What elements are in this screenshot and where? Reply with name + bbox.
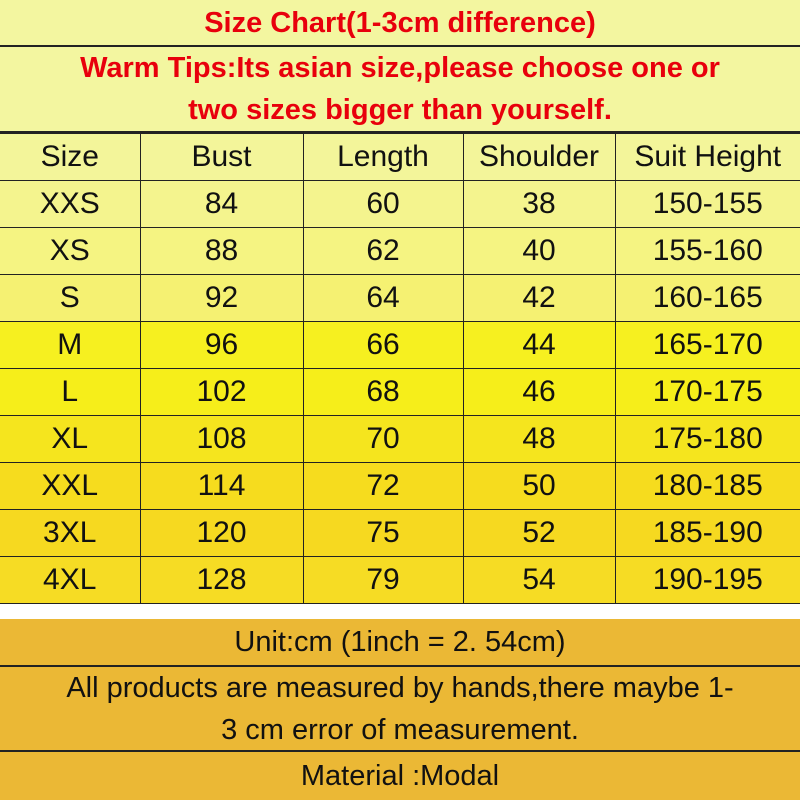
- cell-suit-height: 155-160: [614, 227, 800, 275]
- size-table: Size Bust Length Shoulder Suit Height XX…: [0, 133, 800, 604]
- cell-shoulder: 40: [462, 227, 616, 275]
- cell-bust: 128: [139, 556, 304, 604]
- cell-shoulder: 48: [462, 415, 616, 463]
- chart-title: Size Chart(1-3cm difference): [0, 0, 800, 47]
- cell-shoulder: 44: [462, 321, 616, 369]
- table-row: L 102 68 46 170-175: [0, 368, 800, 416]
- table-row: 3XL 120 75 52 185-190: [0, 509, 800, 557]
- cell-length: 79: [302, 556, 464, 604]
- table-header-row: Size Bust Length Shoulder Suit Height: [0, 133, 800, 181]
- cell-shoulder: 42: [462, 274, 616, 322]
- cell-bust: 96: [139, 321, 304, 369]
- cell-size: XS: [0, 227, 141, 275]
- cell-suit-height: 170-175: [614, 368, 800, 416]
- table-row: XL 108 70 48 175-180: [0, 415, 800, 463]
- cell-length: 72: [302, 462, 464, 510]
- cell-bust: 92: [139, 274, 304, 322]
- cell-bust: 88: [139, 227, 304, 275]
- cell-size: S: [0, 274, 141, 322]
- cell-length: 70: [302, 415, 464, 463]
- cell-size: XXL: [0, 462, 141, 510]
- cell-length: 68: [302, 368, 464, 416]
- cell-shoulder: 54: [462, 556, 616, 604]
- measurement-note-line-2: 3 cm error of measurement.: [221, 713, 579, 746]
- cell-suit-height: 160-165: [614, 274, 800, 322]
- cell-length: 60: [302, 180, 464, 228]
- cell-shoulder: 50: [462, 462, 616, 510]
- cell-suit-height: 150-155: [614, 180, 800, 228]
- table-row: S 92 64 42 160-165: [0, 274, 800, 322]
- table-row: XXS 84 60 38 150-155: [0, 180, 800, 228]
- table-row: XXL 114 72 50 180-185: [0, 462, 800, 510]
- unit-note: Unit:cm (1inch = 2. 54cm): [0, 619, 800, 667]
- warm-tips-line-2: two sizes bigger than yourself.: [188, 94, 612, 126]
- cell-size: M: [0, 321, 141, 369]
- cell-bust: 108: [139, 415, 304, 463]
- cell-suit-height: 185-190: [614, 509, 800, 557]
- header-bust: Bust: [139, 133, 304, 181]
- cell-size: 3XL: [0, 509, 141, 557]
- cell-length: 66: [302, 321, 464, 369]
- cell-size: XL: [0, 415, 141, 463]
- cell-bust: 120: [139, 509, 304, 557]
- header-length: Length: [302, 133, 464, 181]
- table-row: M 96 66 44 165-170: [0, 321, 800, 369]
- cell-shoulder: 52: [462, 509, 616, 557]
- cell-bust: 84: [139, 180, 304, 228]
- measurement-note: All products are measured by hands,there…: [0, 667, 800, 752]
- cell-size: L: [0, 368, 141, 416]
- cell-shoulder: 38: [462, 180, 616, 228]
- warm-tips-line-1: Warm Tips:Its asian size,please choose o…: [80, 52, 720, 84]
- cell-shoulder: 46: [462, 368, 616, 416]
- cell-suit-height: 165-170: [614, 321, 800, 369]
- measurement-note-line-1: All products are measured by hands,there…: [66, 671, 734, 704]
- warm-tips: Warm Tips:Its asian size,please choose o…: [0, 47, 800, 133]
- table-row: 4XL 128 79 54 190-195: [0, 556, 800, 604]
- material-note: Material :Modal: [0, 752, 800, 800]
- header-suit-height: Suit Height: [614, 133, 800, 181]
- cell-length: 64: [302, 274, 464, 322]
- cell-size: XXS: [0, 180, 141, 228]
- header-size: Size: [0, 133, 141, 181]
- cell-size: 4XL: [0, 556, 141, 604]
- cell-suit-height: 175-180: [614, 415, 800, 463]
- cell-bust: 114: [139, 462, 304, 510]
- cell-length: 62: [302, 227, 464, 275]
- cell-suit-height: 190-195: [614, 556, 800, 604]
- cell-bust: 102: [139, 368, 304, 416]
- cell-suit-height: 180-185: [614, 462, 800, 510]
- header-shoulder: Shoulder: [462, 133, 616, 181]
- table-row: XS 88 62 40 155-160: [0, 227, 800, 275]
- cell-length: 75: [302, 509, 464, 557]
